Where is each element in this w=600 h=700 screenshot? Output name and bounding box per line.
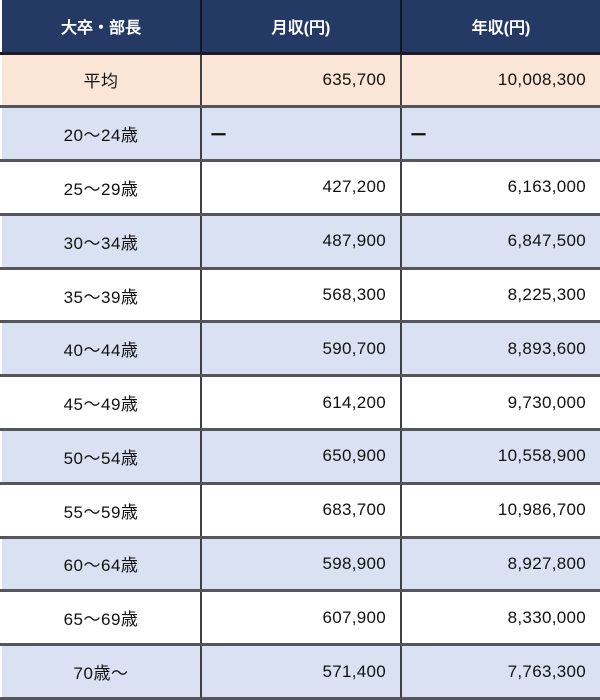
age-bracket-cell: 30〜34歳: [1, 212, 201, 269]
table-row: 45〜49歳 614,200 9,730,000: [1, 374, 600, 430]
annual-income-cell: 9,730,000: [400, 374, 600, 430]
header-row: 大卒・部長 月収(円) 年収(円): [1, 0, 600, 55]
monthly-income-cell: 427,200: [200, 159, 401, 215]
monthly-income-cell: 598,900: [200, 535, 401, 591]
table-row: 40〜44歳 590,700 8,893,600: [1, 320, 600, 376]
table-row: 平均 635,700 10,008,300: [1, 51, 600, 107]
monthly-income-cell: 571,400: [200, 643, 401, 700]
age-bracket-cell: 45〜49歳: [1, 374, 201, 430]
age-bracket-cell: 55〜59歳: [1, 481, 201, 538]
annual-income-cell: 10,986,700: [400, 481, 600, 538]
age-bracket-cell: 25〜29歳: [1, 159, 201, 215]
annual-income-cell: 8,927,800: [400, 535, 600, 591]
table-row: 25〜29歳 427,200 6,163,000: [1, 159, 600, 215]
age-bracket-cell: 40〜44歳: [1, 320, 201, 376]
age-bracket-cell: 35〜39歳: [1, 266, 201, 322]
age-bracket-cell: 60〜64歳: [1, 535, 201, 591]
annual-income-cell: ー: [400, 105, 600, 161]
annual-income-cell: 7,763,300: [400, 643, 600, 700]
table-row: 50〜54歳 650,900 10,558,900: [1, 427, 600, 484]
annual-income-cell: 6,847,500: [400, 212, 600, 269]
age-bracket-cell: 20〜24歳: [1, 105, 201, 161]
column-header-annual-income: 年収(円): [400, 0, 600, 55]
monthly-income-cell: 683,700: [200, 481, 401, 538]
table-row: 70歳〜 571,400 7,763,300: [1, 643, 600, 700]
monthly-income-cell: 635,700: [200, 51, 401, 107]
monthly-income-cell: 650,900: [200, 427, 401, 484]
column-header-monthly-income: 月収(円): [200, 0, 401, 55]
monthly-income-cell: 487,900: [200, 212, 401, 269]
age-bracket-cell: 50〜54歳: [1, 427, 201, 484]
table-row: 30〜34歳 487,900 6,847,500: [1, 212, 600, 269]
table-row: 65〜69歳 607,900 8,330,000: [1, 589, 600, 645]
age-bracket-cell: 70歳〜: [1, 643, 201, 700]
table-body: 平均 635,700 10,008,300 20〜24歳 ー ー 25〜29歳 …: [1, 51, 600, 700]
annual-income-cell: 10,008,300: [400, 51, 600, 107]
annual-income-cell: 6,163,000: [400, 159, 600, 215]
monthly-income-cell: ー: [200, 105, 401, 161]
table-row: 35〜39歳 568,300 8,225,300: [1, 266, 600, 322]
age-bracket-cell: 65〜69歳: [1, 589, 201, 645]
table-row: 60〜64歳 598,900 8,927,800: [1, 535, 600, 591]
table-row: 55〜59歳 683,700 10,986,700: [1, 481, 600, 538]
annual-income-cell: 8,225,300: [400, 266, 600, 322]
monthly-income-cell: 590,700: [200, 320, 401, 376]
annual-income-cell: 8,893,600: [400, 320, 600, 376]
annual-income-cell: 8,330,000: [400, 589, 600, 645]
annual-income-cell: 10,558,900: [400, 427, 600, 484]
age-bracket-cell: 平均: [1, 51, 201, 107]
monthly-income-cell: 568,300: [200, 266, 401, 322]
column-header-category: 大卒・部長: [1, 0, 201, 55]
monthly-income-cell: 614,200: [200, 374, 401, 430]
table-row: 20〜24歳 ー ー: [1, 105, 600, 161]
monthly-income-cell: 607,900: [200, 589, 401, 645]
